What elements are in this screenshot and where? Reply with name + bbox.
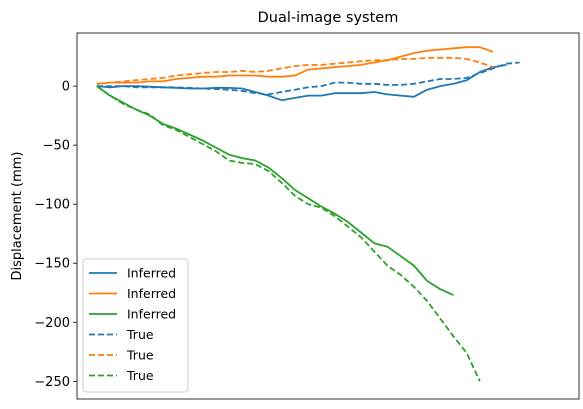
plot-frame (76, 32, 580, 400)
y-tick-label: −150 (34, 257, 70, 272)
y-tick-label: −100 (34, 198, 70, 213)
series-line-5 (96, 56, 494, 85)
legend-label-5: True (126, 348, 154, 363)
series-line-4 (96, 61, 520, 96)
legend-label-2: Inferred (127, 286, 176, 301)
chart-title: Dual-image system (258, 10, 399, 26)
y-axis: 0 −50 −100 −150 −200 −250 (34, 80, 77, 390)
series-line-6 (96, 85, 481, 382)
y-tick-label: −200 (34, 316, 70, 331)
series-layer (96, 46, 520, 382)
legend-label-4: True (126, 327, 154, 342)
y-tick-label: 0 (62, 80, 70, 95)
series-line-2 (96, 46, 494, 85)
y-axis-label: Displacement (mm) (10, 152, 25, 281)
legend: Inferred Inferred Inferred True True True (82, 258, 189, 393)
y-tick-label: −50 (43, 139, 70, 154)
legend-label-3: Inferred (127, 307, 176, 322)
y-tick-label: −250 (34, 375, 70, 390)
legend-label-1: Inferred (127, 266, 176, 281)
legend-label-6: True (126, 368, 154, 383)
legend-frame (82, 258, 189, 393)
